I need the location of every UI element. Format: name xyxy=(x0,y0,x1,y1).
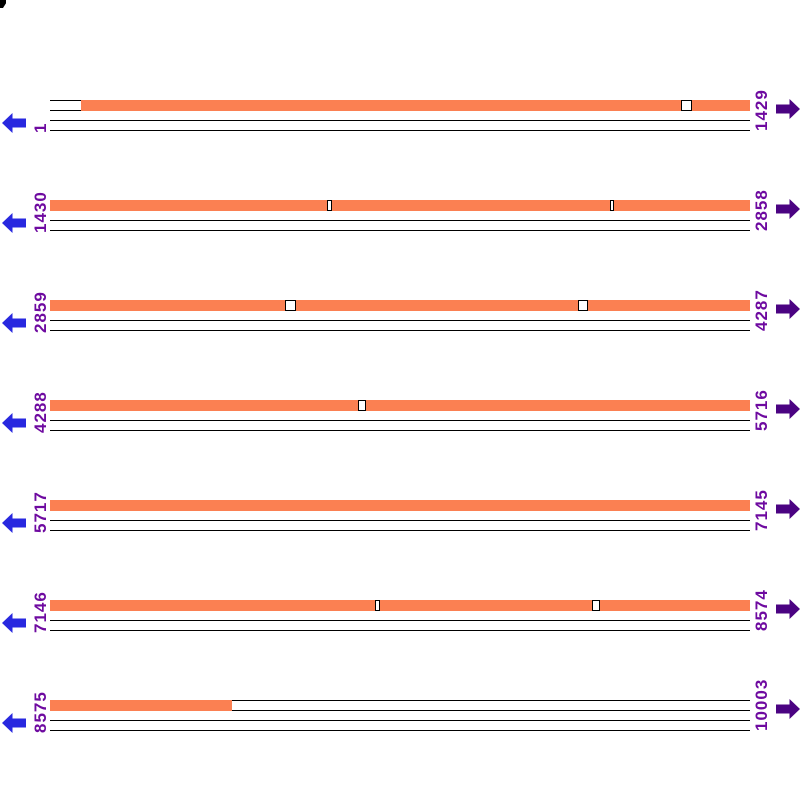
arrow-right-icon xyxy=(776,499,800,519)
baseline xyxy=(50,320,750,321)
baseline xyxy=(50,620,750,621)
left-position-label: 8575 xyxy=(31,691,50,733)
alignment-bar xyxy=(50,400,750,411)
arrow-left-icon xyxy=(2,513,26,533)
alignment-bar xyxy=(50,600,750,611)
baseline xyxy=(50,700,750,701)
arrow-right-icon xyxy=(776,99,800,119)
baseline xyxy=(50,220,750,221)
baseline xyxy=(50,230,750,231)
arrow-right-icon xyxy=(776,199,800,219)
alignment-bar xyxy=(50,300,750,311)
left-position-label: 7146 xyxy=(31,591,50,633)
baseline xyxy=(50,430,750,431)
baseline xyxy=(50,120,750,121)
baseline xyxy=(50,730,750,731)
arrow-left-icon xyxy=(2,613,26,633)
left-position-label: 1 xyxy=(31,122,50,133)
right-position-label: 5716 xyxy=(752,389,771,431)
baseline xyxy=(50,520,750,521)
baseline xyxy=(50,130,750,131)
right-position-label: 4287 xyxy=(752,289,771,331)
gap-box xyxy=(358,400,367,411)
arrow-left-icon xyxy=(2,113,26,133)
arrow-right-icon xyxy=(776,399,800,419)
gap-box xyxy=(592,600,601,611)
baseline xyxy=(50,530,750,531)
gap-box xyxy=(681,100,692,111)
left-position-label: 4288 xyxy=(31,391,50,433)
right-position-label: 7145 xyxy=(752,489,771,531)
alignment-bar xyxy=(80,100,750,111)
arrow-right-icon xyxy=(776,699,800,719)
gap-box xyxy=(577,300,589,311)
alignment-bar xyxy=(50,500,750,511)
gap-box xyxy=(327,200,333,211)
gap-box xyxy=(375,600,381,611)
left-position-label: 1430 xyxy=(31,191,50,233)
left-position-label: 2859 xyxy=(31,291,50,333)
left-position-label: 5717 xyxy=(31,491,50,533)
clipped-glyph-mark xyxy=(0,0,6,8)
arrow-left-icon xyxy=(2,313,26,333)
gap-box xyxy=(610,200,615,211)
baseline xyxy=(50,720,750,721)
arrow-left-icon xyxy=(2,713,26,733)
arrow-right-icon xyxy=(776,599,800,619)
arrow-left-icon xyxy=(2,413,26,433)
arrow-right-icon xyxy=(776,299,800,319)
right-position-label: 1429 xyxy=(752,89,771,131)
baseline xyxy=(50,710,750,711)
alignment-bar xyxy=(50,700,232,711)
arrow-left-icon xyxy=(2,213,26,233)
baseline xyxy=(50,420,750,421)
right-position-label: 8574 xyxy=(752,589,771,631)
right-position-label: 2858 xyxy=(752,189,771,231)
baseline xyxy=(50,630,750,631)
alignment-bar xyxy=(50,200,750,211)
baseline xyxy=(50,330,750,331)
gap-box xyxy=(285,300,297,311)
right-position-label: 10003 xyxy=(752,678,771,731)
